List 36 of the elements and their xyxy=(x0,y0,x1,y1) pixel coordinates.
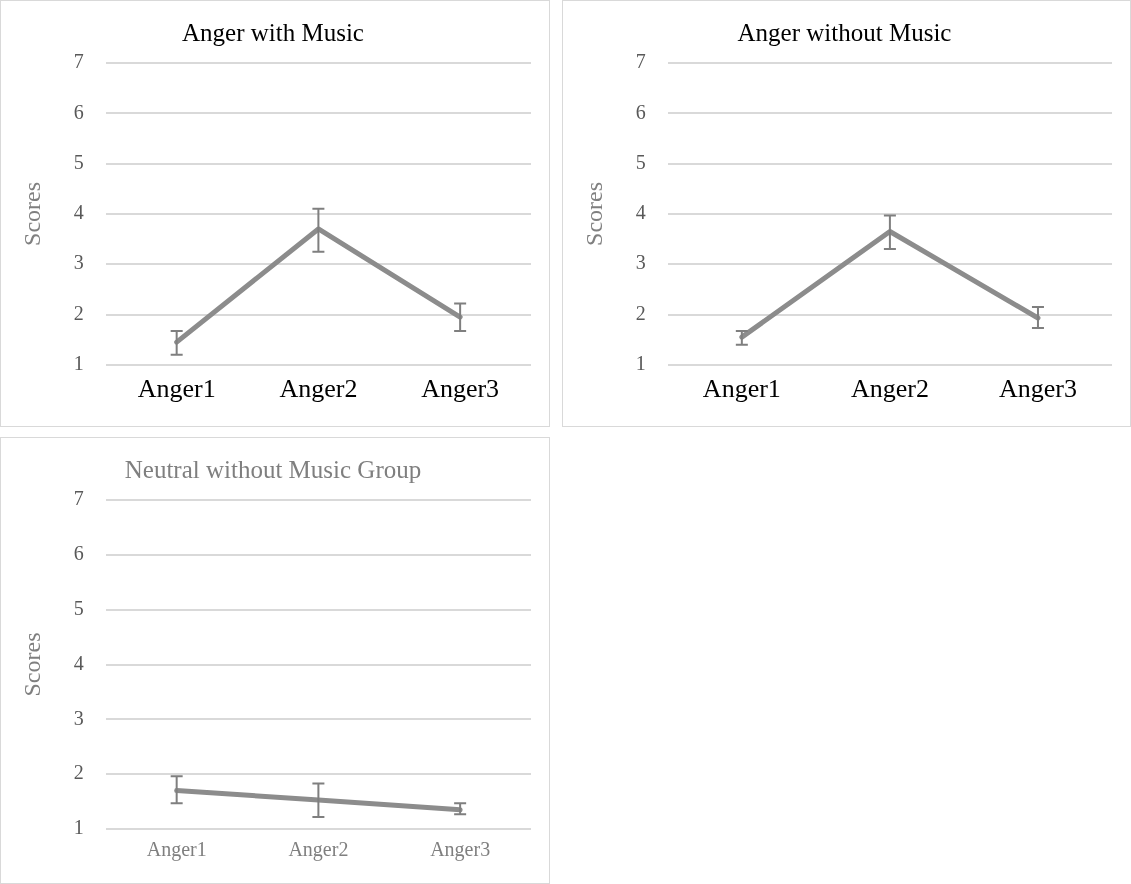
x-tick-label: Anger3 xyxy=(430,838,491,862)
y-tick-label: 3 xyxy=(73,251,84,274)
y-tick-label: 3 xyxy=(635,251,646,274)
y-tick-label: 5 xyxy=(73,150,84,173)
y-tick-label: 6 xyxy=(635,100,646,123)
y-tick-label: 4 xyxy=(73,651,84,674)
y-tick-label: 2 xyxy=(73,761,84,784)
y-tick-label: 6 xyxy=(73,542,84,565)
y-tick-label: 5 xyxy=(73,596,84,619)
chart-title: Anger with Music xyxy=(182,18,364,46)
y-axis-title: Scores xyxy=(580,181,607,246)
y-tick-label: 7 xyxy=(73,50,84,73)
y-tick-label: 6 xyxy=(73,100,84,123)
y-tick-label: 7 xyxy=(635,50,646,73)
x-tick-label: Anger1 xyxy=(702,374,781,404)
x-tick-label: Anger2 xyxy=(288,838,349,862)
y-axis-title: Scores xyxy=(18,181,45,246)
x-tick-label: Anger2 xyxy=(850,374,929,404)
x-tick-label: Anger1 xyxy=(137,374,216,404)
x-tick-label: Anger1 xyxy=(146,838,207,862)
x-tick-label: Anger3 xyxy=(998,374,1077,404)
y-tick-label: 1 xyxy=(73,352,84,375)
y-tick-label: 1 xyxy=(73,816,84,839)
y-tick-label: 2 xyxy=(73,301,84,324)
chart-title: Neutral without Music Group xyxy=(124,455,422,483)
chart-title: Anger without Music xyxy=(737,18,952,46)
y-tick-label: 3 xyxy=(73,706,84,729)
y-tick-label: 2 xyxy=(635,301,646,324)
y-tick-label: 1 xyxy=(635,352,646,375)
x-tick-label: Anger2 xyxy=(279,374,358,404)
y-axis-title: Scores xyxy=(18,632,45,697)
x-tick-label: Anger3 xyxy=(421,374,500,404)
y-tick-label: 7 xyxy=(73,487,84,510)
y-tick-label: 4 xyxy=(635,201,646,224)
y-tick-label: 5 xyxy=(635,150,646,173)
y-tick-label: 4 xyxy=(73,201,84,224)
